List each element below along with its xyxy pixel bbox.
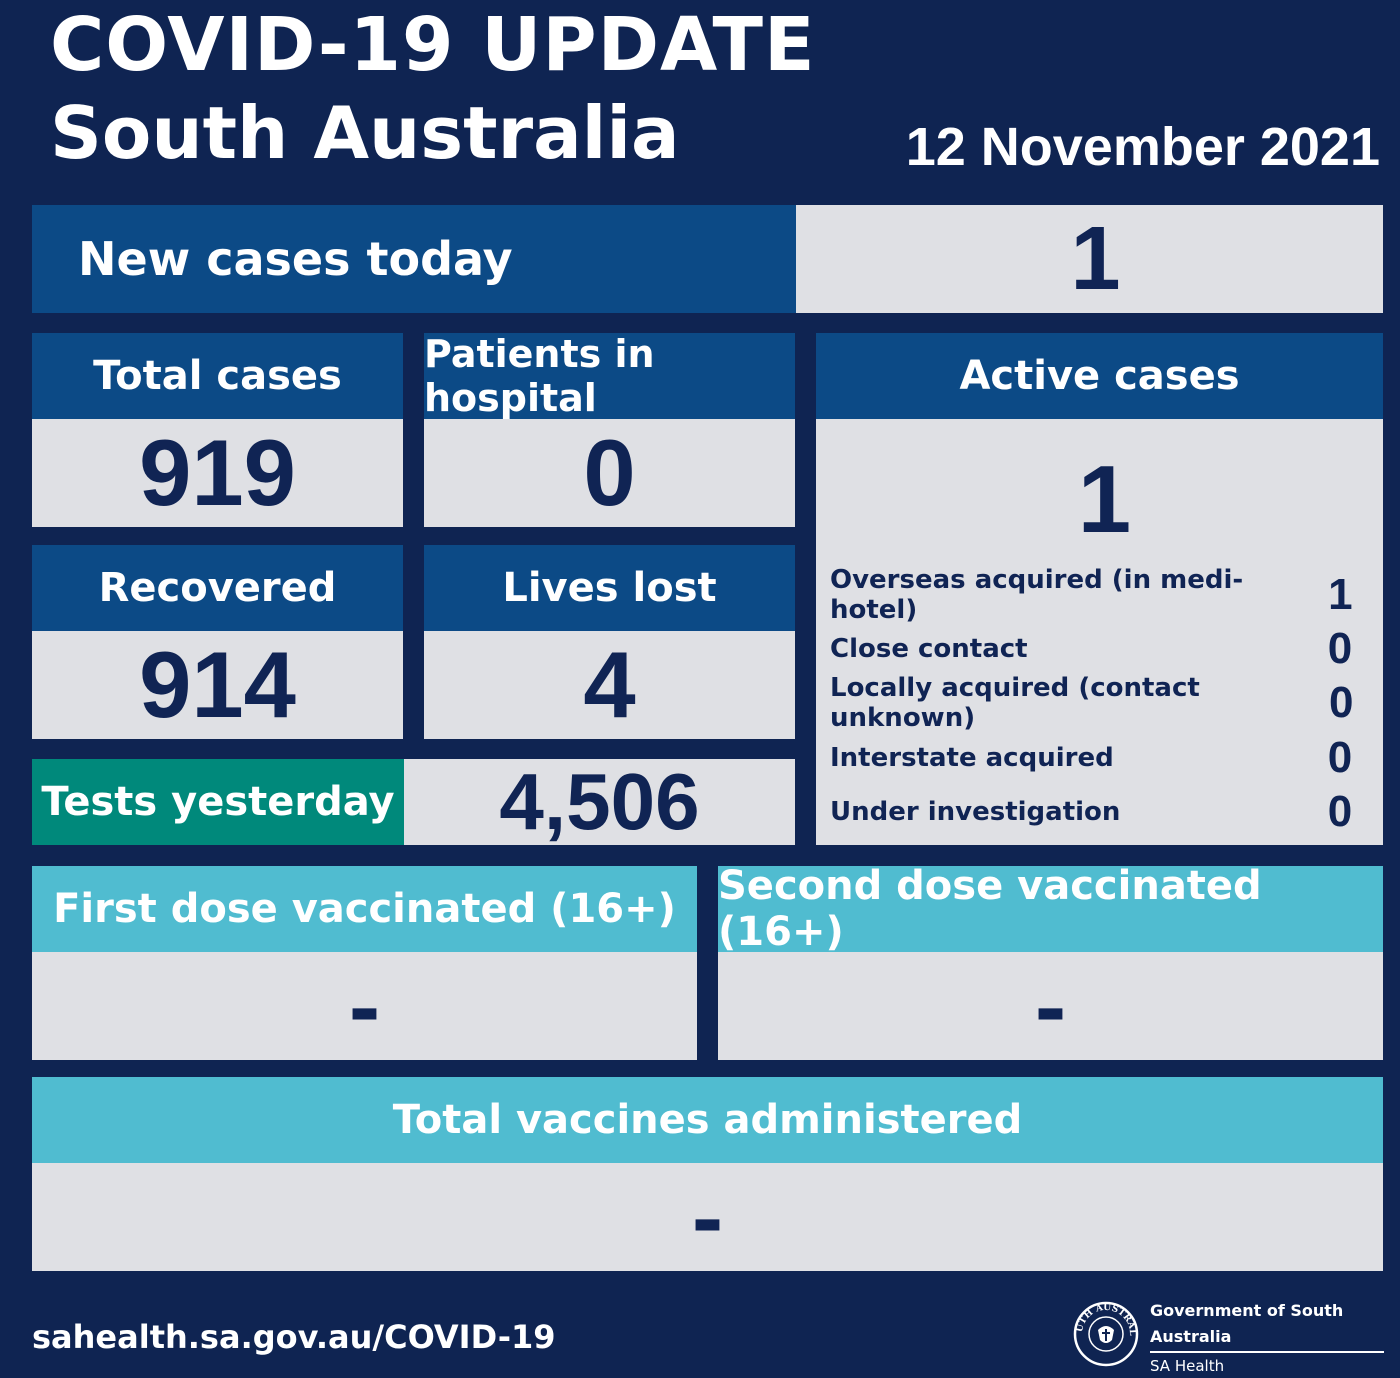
page-subtitle: South Australia	[50, 91, 680, 175]
breakdown-row-close-contact: Close contact 0	[830, 624, 1360, 674]
government-logo-text: Government of South Australia SA Health	[1150, 1298, 1400, 1376]
first-dose-value-box: -	[32, 952, 697, 1060]
tests-value-box: 4,506	[404, 757, 795, 846]
logo-divider	[1150, 1351, 1384, 1353]
breakdown-value: 0	[1328, 678, 1354, 727]
tests-value: 4,506	[499, 757, 700, 846]
lives-lost-value-box: 4	[424, 631, 795, 739]
total-vaccines-value: -	[691, 1164, 724, 1269]
lives-lost-label: Lives lost	[502, 565, 717, 611]
breakdown-value: 1	[1328, 570, 1353, 619]
government-name: Government of South Australia	[1150, 1301, 1344, 1346]
recovered-header: Recovered	[32, 545, 403, 631]
first-dose-label: First dose vaccinated (16+)	[53, 886, 676, 932]
total-vaccines-value-box: -	[32, 1163, 1383, 1271]
breakdown-row-under-investigation: Under investigation 0	[830, 787, 1360, 837]
recovered-value: 914	[139, 632, 296, 737]
breakdown-label: Close contact	[830, 634, 1028, 664]
second-dose-header: Second dose vaccinated (16+)	[718, 863, 1383, 955]
total-cases-label: Total cases	[93, 353, 342, 399]
first-dose-header: First dose vaccinated (16+)	[32, 866, 697, 952]
second-dose-value-box: -	[718, 952, 1383, 1060]
department-name: SA Health	[1150, 1357, 1225, 1375]
tests-header: Tests yesterday	[32, 759, 404, 845]
breakdown-value: 0	[1327, 733, 1353, 782]
hospital-value: 0	[583, 420, 636, 525]
new-cases-label-box: New cases today	[32, 205, 796, 313]
new-cases-label: New cases today	[78, 232, 513, 286]
sa-government-emblem-icon: SOUTH AUSTRALIA	[1072, 1300, 1139, 1367]
total-vaccines-label: Total vaccines administered	[392, 1097, 1023, 1143]
total-cases-value: 919	[139, 420, 296, 525]
active-cases-value: 1	[1077, 446, 1132, 553]
lives-lost-header: Lives lost	[424, 545, 795, 631]
breakdown-row-interstate: Interstate acquired 0	[830, 733, 1360, 783]
breakdown-label: Locally acquired (contact unknown)	[830, 673, 1200, 733]
report-date: 12 November 2021	[905, 117, 1380, 177]
second-dose-label: Second dose vaccinated (16+)	[718, 863, 1262, 955]
breakdown-row-overseas: Overseas acquired (in medi-hotel) 1	[830, 565, 1360, 625]
tests-label: Tests yesterday	[41, 779, 395, 825]
breakdown-label: Interstate acquired	[830, 743, 1114, 773]
hospital-value-box: 0	[424, 419, 795, 527]
total-vaccines-header: Total vaccines administered	[32, 1077, 1383, 1163]
lives-lost-value: 4	[583, 632, 636, 737]
page-title: COVID-19 UPDATE	[50, 2, 816, 88]
hospital-header: Patients in hospital	[424, 332, 795, 420]
recovered-label: Recovered	[98, 565, 337, 611]
new-cases-value-box: 1	[796, 205, 1383, 313]
second-dose-value: -	[1034, 953, 1067, 1058]
sahealth-link[interactable]: sahealth.sa.gov.au/COVID-19	[32, 1318, 556, 1356]
active-cases-value-box: 1	[816, 430, 1383, 570]
breakdown-value: 0	[1327, 624, 1353, 673]
active-cases-panel	[816, 419, 1383, 845]
total-cases-value-box: 919	[32, 419, 403, 527]
breakdown-label: Under investigation	[830, 797, 1121, 827]
breakdown-value: 0	[1327, 787, 1353, 836]
new-cases-value: 1	[1070, 208, 1121, 309]
breakdown-row-locally-acquired: Locally acquired (contact unknown) 0	[830, 673, 1360, 733]
active-cases-label: Active cases	[959, 353, 1240, 399]
breakdown-label: Overseas acquired (in medi-hotel)	[830, 565, 1244, 625]
recovered-value-box: 914	[32, 631, 403, 739]
total-cases-header: Total cases	[32, 333, 403, 419]
hospital-label: Patients in hospital	[424, 332, 655, 420]
first-dose-value: -	[348, 953, 381, 1058]
active-cases-header: Active cases	[816, 333, 1383, 419]
